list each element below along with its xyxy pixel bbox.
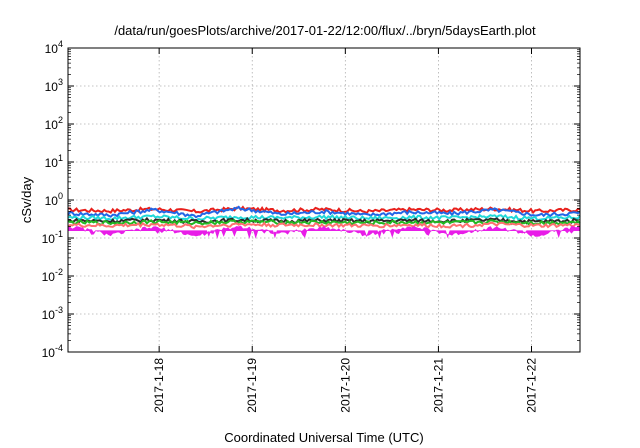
y-tick-label: 101	[45, 153, 63, 170]
x-tick-label: 2017-1-20	[338, 358, 352, 413]
series-line	[67, 213, 581, 222]
x-axis: 2017-1-18 2017-1-19 2017-1-20 2017-1-21 2017…	[152, 48, 539, 413]
series-line	[67, 218, 581, 226]
x-tick-label: 2017-1-21	[431, 358, 445, 413]
y-tick-label: 100	[45, 191, 63, 208]
y-tick-label: 103	[45, 77, 63, 94]
chart-title: /data/run/goesPlots/archive/2017-01-22/1…	[114, 23, 536, 38]
data-layer	[67, 205, 581, 240]
y-tick-label: 10-4	[42, 343, 63, 360]
x-tick-label: 2017-1-18	[152, 358, 166, 413]
y-tick-label: 10-3	[42, 305, 63, 322]
y-tick-label: 102	[45, 115, 63, 132]
y-axis: 10-4 10-3 10-2 10-1 100 101 102 103 104	[42, 39, 580, 360]
y-tick-label: 10-2	[42, 267, 63, 284]
x-tick-label: 2017-1-22	[525, 358, 539, 413]
x-axis-label: Coordinated Universal Time (UTC)	[224, 430, 423, 445]
y-axis-label: cSv/day	[19, 176, 34, 223]
x-tick-label: 2017-1-19	[245, 358, 259, 413]
y-tick-label: 104	[45, 39, 63, 56]
y-tick-label: 10-1	[42, 229, 63, 246]
grid	[68, 48, 580, 352]
series-area	[67, 225, 581, 240]
series-line	[67, 205, 581, 219]
